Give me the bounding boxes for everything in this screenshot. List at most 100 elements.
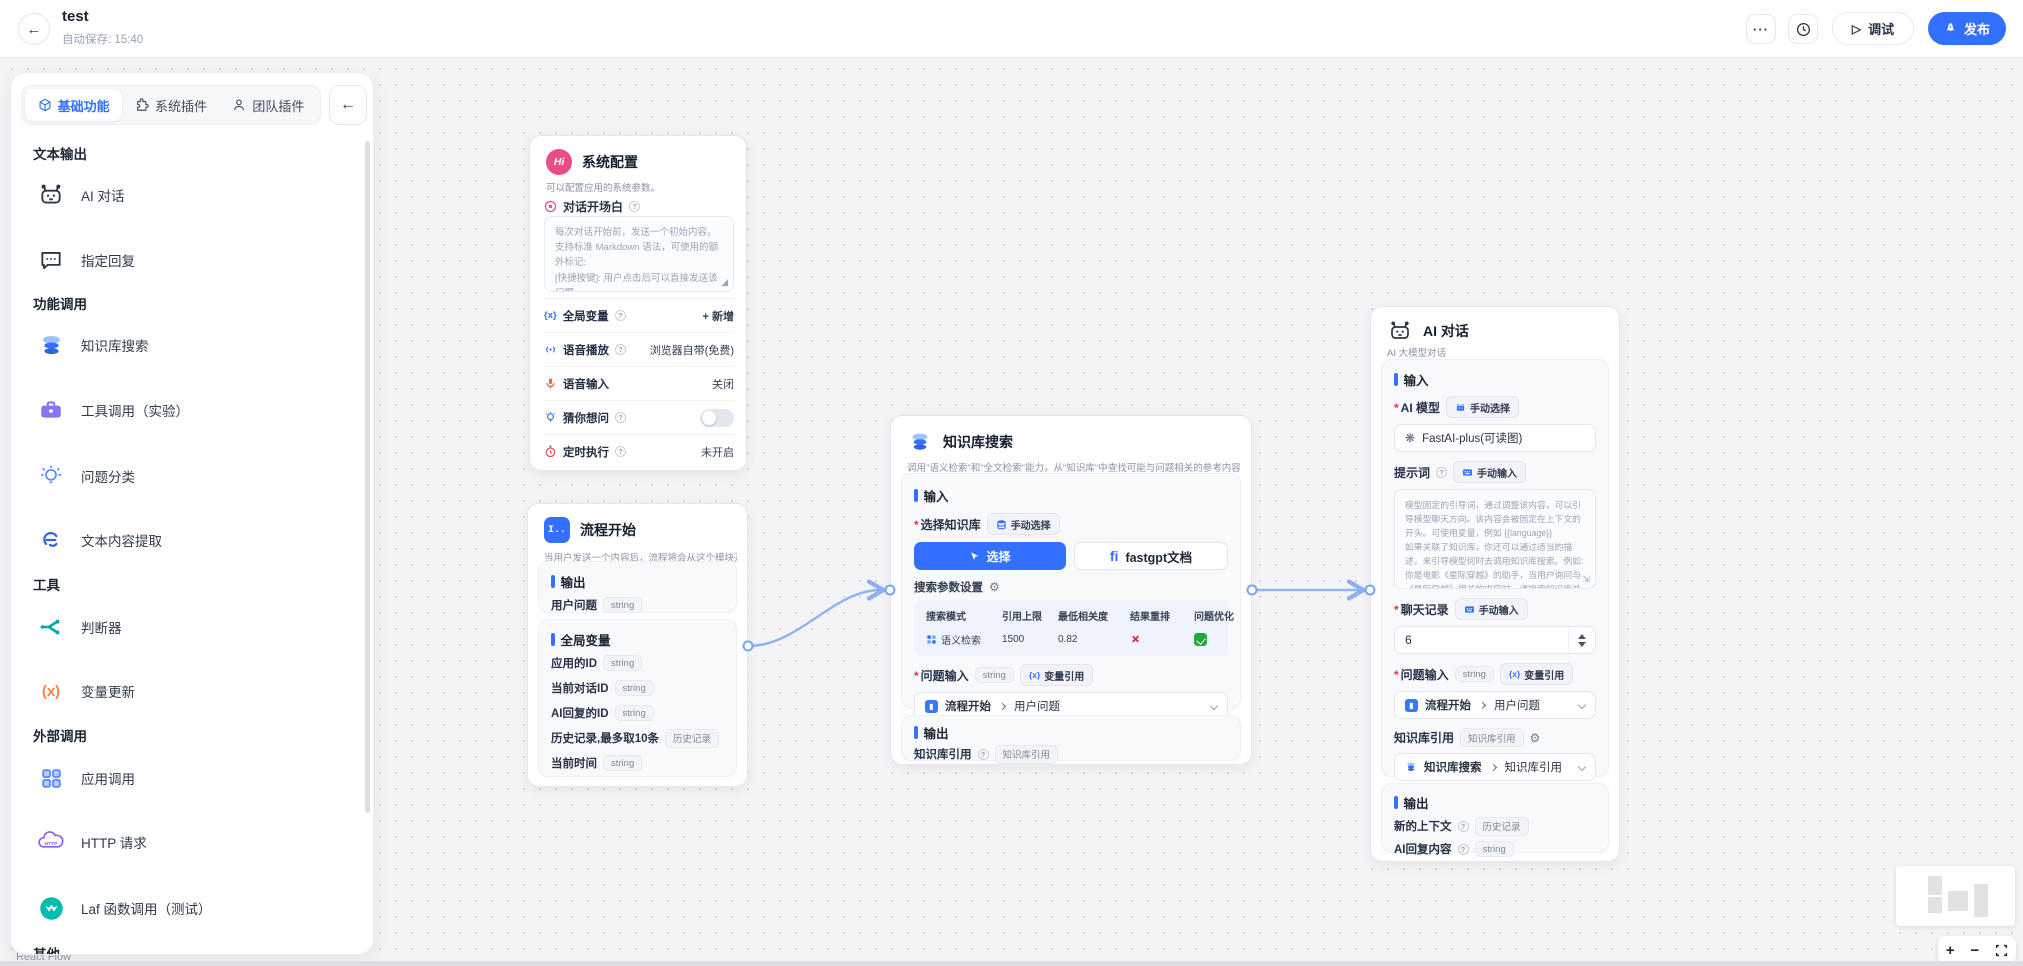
- history-count-stepper: [1394, 626, 1596, 654]
- template-assigned-reply[interactable]: 指定回复: [23, 238, 363, 282]
- section-tools: 工具: [33, 578, 60, 593]
- variable-brace-icon: {x}: [1508, 669, 1521, 679]
- prompt-textarea[interactable]: [1394, 489, 1596, 589]
- type-badge: string: [1474, 841, 1514, 857]
- node-system-config[interactable]: Hi 系统配置 可以配置应用的系统参数。 对话开场白 ? ◢ {x} 全局变量 …: [529, 135, 747, 471]
- window-bottom-strip: [0, 961, 2023, 966]
- flow-start-mini-icon: ▮: [925, 699, 938, 713]
- manual-input-badge[interactable]: 手动输入: [1454, 598, 1528, 620]
- decrement-icon[interactable]: [1578, 641, 1586, 647]
- row-global-variables: {x} 全局变量 ? + 新增: [544, 298, 734, 332]
- chevron-down-icon: [1577, 700, 1587, 710]
- info-icon[interactable]: ?: [614, 310, 626, 321]
- variable-icon: (x): [41, 682, 61, 700]
- params-settings-gear-icon[interactable]: ⚙: [989, 580, 1000, 594]
- guess-question-toggle[interactable]: [700, 408, 734, 427]
- dataset-card[interactable]: ﬁ fastgpt文档: [1074, 542, 1228, 570]
- dataset-ref-select[interactable]: 知识库搜索 知识库引用: [1394, 753, 1596, 781]
- back-arrow-icon: ←: [26, 20, 42, 38]
- info-icon[interactable]: ?: [629, 201, 641, 212]
- history-count-input[interactable]: [1395, 633, 1495, 647]
- chevron-right-icon: [1478, 701, 1487, 709]
- choose-dataset-button[interactable]: 选择: [914, 542, 1066, 570]
- publish-button[interactable]: 发布: [1928, 12, 2006, 45]
- increment-icon[interactable]: [1578, 633, 1586, 639]
- section-external-call: 外部调用: [33, 729, 87, 744]
- collapse-panel-button[interactable]: ←: [329, 85, 367, 125]
- type-badge: 历史记录: [665, 728, 720, 748]
- tab-team-plugins[interactable]: 团队插件: [220, 89, 317, 121]
- template-variable-update[interactable]: (x) 变量更新: [23, 669, 363, 713]
- chat-bubble-icon: [35, 244, 67, 276]
- manual-select-badge[interactable]: 手动选择: [986, 513, 1060, 535]
- manual-select-badge[interactable]: 手动选择: [1446, 396, 1520, 418]
- variable-ref-badge[interactable]: {x} 变量引用: [1499, 663, 1574, 685]
- row-schedule: 定时执行 ? 未开启: [544, 434, 734, 468]
- template-classifier[interactable]: 判断器: [23, 605, 363, 649]
- fastgpt-logo-icon: ﬁ: [1109, 548, 1119, 564]
- module-template-panel: 基础功能 系统插件 团队插件 ← 文本输出 功能调用 工具 外部调用 其他 AI…: [10, 72, 374, 955]
- branch-icon: [35, 611, 67, 643]
- stt-value[interactable]: 关闭: [712, 378, 734, 391]
- search-params-table: 搜索模式 引用上限 最低相关度 结果重排 问题优化 语义检索 1500 0.82…: [914, 600, 1234, 656]
- chevron-right-icon: [1489, 763, 1497, 771]
- node-flow-start[interactable]: I.. 流程开始 当用户发送一个内容后，流程将会从这个模块开始执行。 输出 用户…: [527, 503, 748, 787]
- resize-handle-icon[interactable]: ◢: [721, 277, 728, 287]
- tab-basic-modules[interactable]: 基础功能: [25, 89, 123, 121]
- keyboard-small-icon: [1464, 605, 1474, 613]
- tab-system-plugins[interactable]: 系统插件: [122, 89, 219, 121]
- welcome-textarea[interactable]: [544, 216, 734, 292]
- model-icon: ❋: [1405, 431, 1416, 445]
- model-select[interactable]: ❋ FastAI-plus(可读图): [1394, 424, 1596, 452]
- left-arrow-icon: ←: [340, 96, 356, 113]
- template-laf-function[interactable]: Laf 函数调用（测试）: [23, 886, 363, 930]
- sidebar-scrollbar[interactable]: [365, 141, 370, 813]
- handle-ai-left[interactable]: [1364, 584, 1376, 596]
- zoom-in-button[interactable]: +: [1945, 941, 1955, 959]
- tts-value[interactable]: 浏览器自带(免费): [649, 344, 734, 357]
- semantic-search-icon: [927, 635, 936, 644]
- person-icon: [234, 99, 245, 111]
- schedule-value[interactable]: 未开启: [701, 446, 734, 459]
- add-variable-button[interactable]: + 新增: [702, 310, 734, 323]
- section-function-call: 功能调用: [33, 297, 87, 312]
- info-icon[interactable]: ?: [977, 748, 989, 760]
- info-icon[interactable]: ?: [615, 412, 626, 423]
- variable-ref-badge[interactable]: {x} 变量引用: [1019, 664, 1094, 686]
- question-source-select[interactable]: ▮ 流程开始 用户问题: [1394, 691, 1596, 719]
- handle-search-left[interactable]: [884, 584, 896, 596]
- expand-icon[interactable]: ⇲: [1582, 574, 1590, 584]
- robot-small-icon: [1456, 403, 1465, 411]
- template-tool-call[interactable]: 工具调用（实验）: [23, 388, 363, 432]
- template-question-classify[interactable]: 问题分类: [23, 454, 363, 498]
- info-icon[interactable]: ?: [615, 446, 626, 457]
- stepper-arrows[interactable]: [1568, 627, 1595, 653]
- template-app-call[interactable]: 应用调用: [23, 756, 363, 800]
- more-icon: ···: [1753, 21, 1769, 37]
- node-ai-chat[interactable]: AI 对话 AI 大模型对话 输入 AI 模型 手动选择 ❋ FastAI-pl…: [1370, 306, 1620, 862]
- debug-button[interactable]: ▷ 调试: [1832, 12, 1914, 45]
- ref-settings-gear-icon[interactable]: ⚙: [1529, 730, 1541, 745]
- more-button[interactable]: ···: [1746, 14, 1776, 44]
- play-icon: ▷: [1851, 21, 1862, 36]
- grid-icon: [35, 762, 67, 794]
- system-config-icon: Hi: [546, 149, 572, 175]
- template-http-request[interactable]: HTTP HTTP 请求: [23, 820, 363, 864]
- fit-view-icon[interactable]: [1995, 944, 2008, 957]
- chevron-right-icon: [998, 702, 1007, 710]
- info-icon[interactable]: ?: [1457, 820, 1469, 832]
- node-dataset-search[interactable]: 知识库搜索 调用"语义检索"和"全文检索"能力，从"知识库"中查找可能与问题相关…: [890, 415, 1252, 765]
- template-dataset-search[interactable]: 知识库搜索: [23, 323, 363, 367]
- manual-input-badge[interactable]: 手动输入: [1453, 461, 1527, 483]
- info-icon[interactable]: ?: [1457, 843, 1469, 855]
- history-button[interactable]: [1788, 14, 1818, 44]
- zoom-out-button[interactable]: −: [1970, 941, 1980, 959]
- handle-start-right[interactable]: [742, 640, 754, 652]
- handle-search-right[interactable]: [1246, 584, 1258, 596]
- template-ai-chat[interactable]: AI 对话: [23, 173, 363, 217]
- info-icon[interactable]: ?: [1436, 466, 1448, 478]
- minimap[interactable]: [1896, 866, 2015, 926]
- info-icon[interactable]: ?: [615, 344, 626, 355]
- template-content-extract[interactable]: 文本内容提取: [23, 518, 363, 562]
- back-button[interactable]: ←: [18, 13, 50, 45]
